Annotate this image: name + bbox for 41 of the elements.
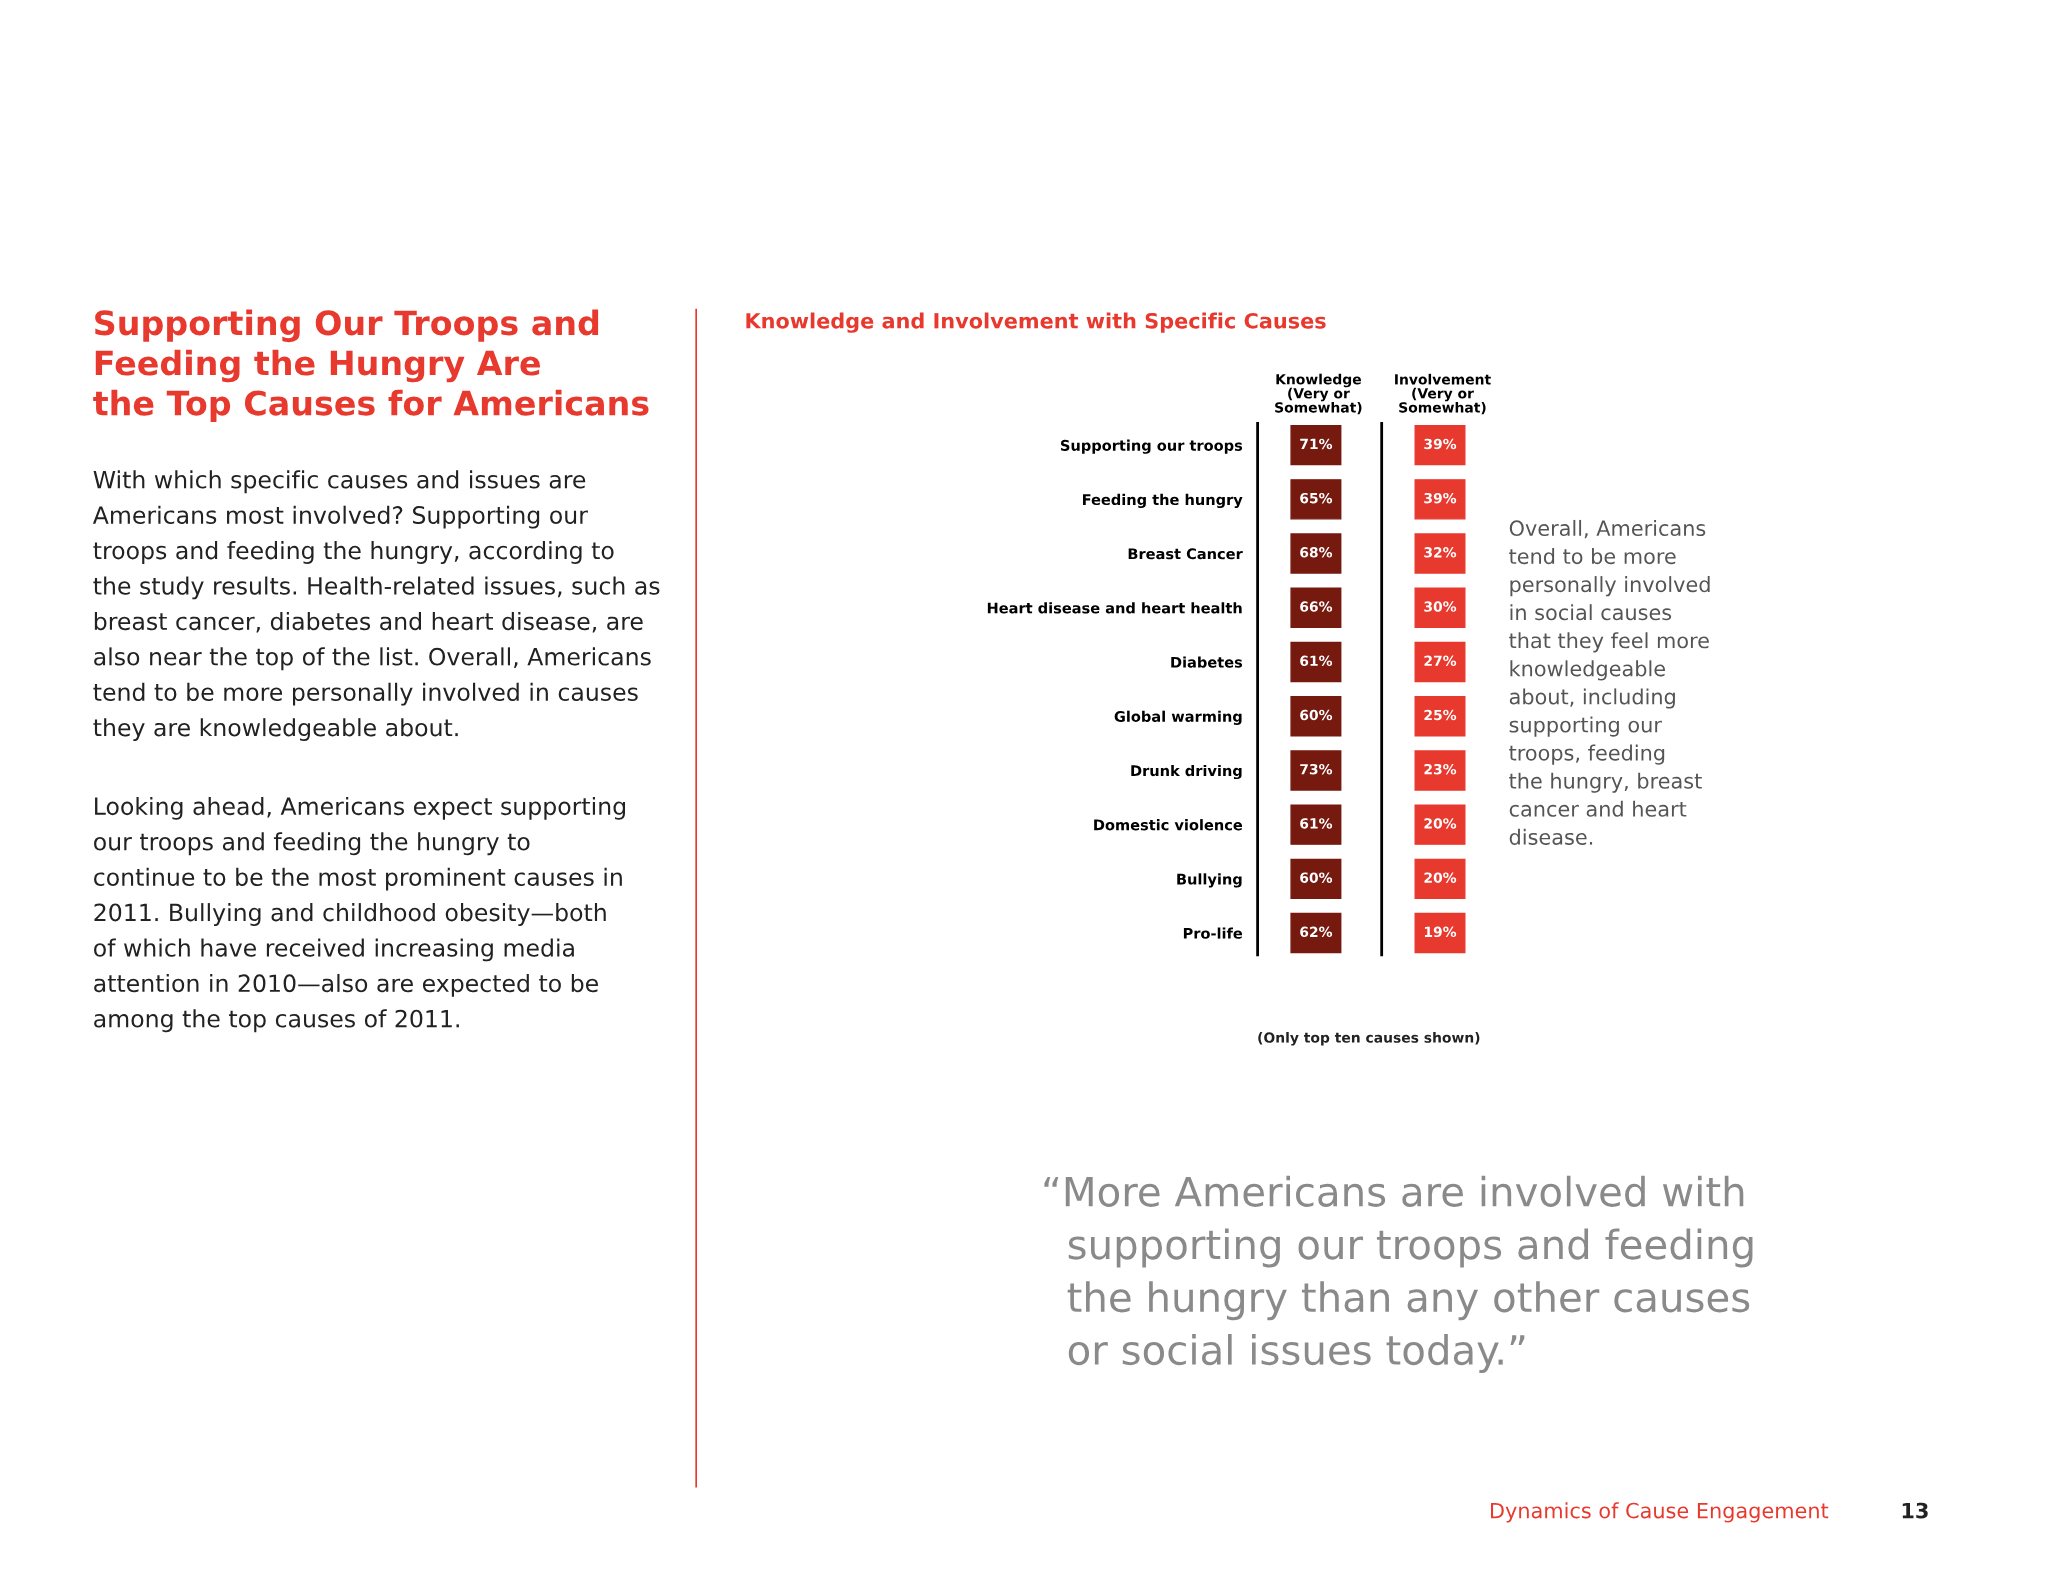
series-label: Involvement (Very or Somewhat)	[1395, 373, 1491, 415]
data-label: 20%	[1424, 872, 1457, 883]
data-label: 60%	[1300, 709, 1333, 721]
data-label: 66%	[1300, 601, 1333, 612]
data-label: 32%	[1424, 547, 1457, 558]
text: Overall, Americans tend to be more personally involved in social causes that they feel more knowledgeable about, including supporting our troops, feeding the hungry, breast cancer and heart disease.	[1509, 519, 1710, 845]
text: Supporting Our Troops and Feeding the Hungry Are the Top Causes for Americans	[93, 309, 649, 423]
text: Knowledge and Involvement with Specific Causes	[746, 312, 1326, 333]
text: With which specific causes and issues are Americans most involved? Supporting our troops and feeding the hungry, according to the study results. Health-related issues, such as breast cancer, diabetes and heart disease, are also near the top of the list. Overall, Americans tend to be more personally involved in causes they are knowledgeable about.	[92, 470, 660, 742]
data-label: 73%	[1300, 763, 1333, 775]
category-label: Domestic violence	[1094, 819, 1243, 831]
data-label: 68%	[1300, 547, 1333, 558]
data-label: 39%	[1424, 438, 1457, 450]
text: (Only top ten causes shown)	[1258, 1032, 1480, 1046]
text: 13	[1902, 1502, 1928, 1519]
data-label: 39%	[1424, 492, 1457, 504]
data-label: 25%	[1424, 709, 1457, 721]
category-label: Bullying	[1177, 873, 1242, 888]
category-label: Pro-life	[1183, 927, 1243, 939]
category-label: Feeding the hungry	[1083, 493, 1243, 509]
data-label: 19%	[1424, 926, 1457, 938]
category-label: Diabetes	[1171, 656, 1243, 668]
series-label: Knowledge (Very or Somewhat)	[1275, 373, 1362, 415]
data-label: 62%	[1300, 926, 1333, 938]
data-label: 20%	[1424, 818, 1457, 829]
category-label: Global warming	[1114, 710, 1242, 725]
category-label: Heart disease and heart health	[987, 602, 1242, 614]
text: Looking ahead, Americans expect supporting our troops and feeding the hungry to continue to be the most prominent causes in 2011. Bullying and childhood obesity—both of which have received increasing media attention in 2010—also are expected to be among the top causes of 2011.	[94, 796, 626, 1033]
data-label: 27%	[1424, 655, 1457, 667]
data-label: 71%	[1300, 438, 1333, 450]
data-label: 30%	[1424, 601, 1457, 612]
data-label: 23%	[1424, 763, 1457, 775]
category-label: Breast Cancer	[1128, 548, 1243, 560]
category-label: Drunk driving	[1131, 764, 1242, 780]
data-label: 65%	[1300, 492, 1333, 504]
text: “More Americans are involved with supporting our troops and feeding the hungry than any other causes or social issues today.”	[1044, 1175, 1753, 1373]
data-label: 60%	[1300, 872, 1333, 883]
data-label: 61%	[1300, 818, 1333, 829]
text: Dynamics of Cause Engagement	[1491, 1502, 1829, 1523]
data-label: 61%	[1300, 655, 1333, 667]
category-label: Supporting our troops	[1060, 439, 1243, 454]
